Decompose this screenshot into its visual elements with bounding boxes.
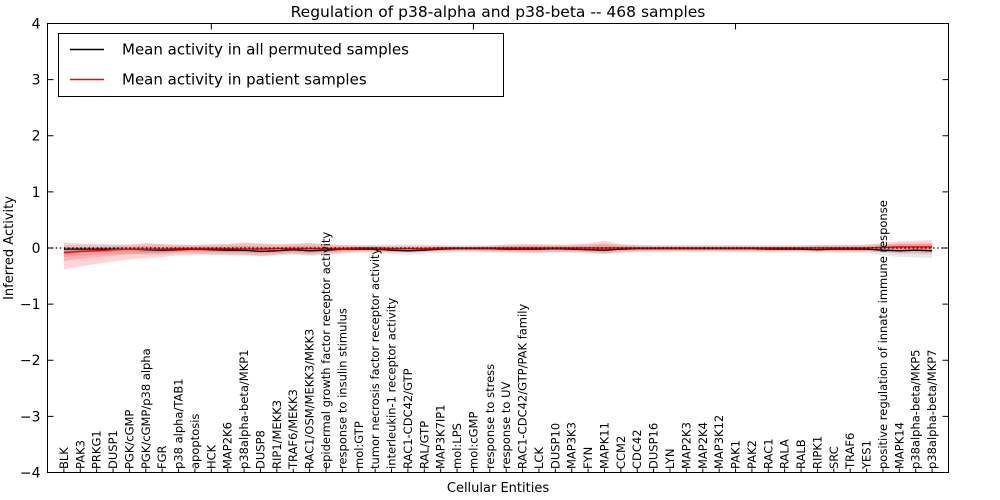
x-tick-label: MAPK14 bbox=[892, 422, 906, 469]
axis-ticks bbox=[47, 23, 949, 473]
mean-line-series-0 bbox=[63, 247, 933, 253]
x-tick-label: PAK3 bbox=[73, 440, 87, 469]
band-outer-series-1 bbox=[63, 240, 933, 270]
y-tick-label: 3 bbox=[32, 73, 41, 89]
legend: Mean activity in all permuted samples Me… bbox=[58, 33, 504, 97]
x-tick-labels: BLK PAK3 PRKG1 DUSP1 PGK/cGMP PGK/cGMP/p38 al… bbox=[57, 200, 939, 470]
x-tick-label: p38alpha-beta/MKP7 bbox=[925, 350, 939, 469]
x-tick-label: SRC bbox=[827, 446, 841, 469]
x-tick-label: RAC1-CDC42/GTP/PAK family bbox=[516, 304, 530, 469]
x-tick-label: RIP1/MEKK3 bbox=[270, 400, 284, 469]
legend-label-patient: Mean activity in patient samples bbox=[122, 71, 367, 89]
x-tick-label: HCK bbox=[204, 444, 218, 469]
x-tick-label: RALB bbox=[794, 439, 808, 469]
x-tick-label: response to insulin stimulus bbox=[335, 308, 349, 469]
x-tick-label: p38alpha-beta/MKP5 bbox=[909, 350, 923, 469]
x-tick-label: response to UV bbox=[499, 381, 513, 469]
series-lines bbox=[63, 246, 933, 254]
x-tick-label: FGR bbox=[155, 445, 169, 469]
y-tick-labels: 4 3 2 1 0 −1 −2 −3 −4 bbox=[20, 16, 41, 481]
x-tick-label: MAP2K3 bbox=[679, 422, 693, 469]
x-tick-label: MAPK11 bbox=[598, 422, 612, 469]
x-tick-label: YES1 bbox=[860, 440, 874, 470]
legend-box bbox=[58, 33, 504, 97]
x-tick-label: MAP3K7IP1 bbox=[434, 404, 448, 469]
y-axis-label: Inferred Activity bbox=[2, 196, 17, 300]
x-tick-label: epidermal growth factor receptor activit… bbox=[319, 232, 333, 469]
y-tick-label: −4 bbox=[20, 465, 41, 481]
x-tick-label: p38 alpha/TAB1 bbox=[172, 378, 186, 469]
x-tick-label: response to stress bbox=[483, 364, 497, 469]
x-tick-label: CDC42 bbox=[630, 429, 644, 469]
mean-line-series-1 bbox=[63, 246, 933, 254]
y-tick-label: −3 bbox=[20, 409, 41, 425]
x-tick-label: DUSP1 bbox=[106, 430, 120, 469]
x-tick-label: RIPK1 bbox=[810, 436, 824, 469]
chart-title: Regulation of p38-alpha and p38-beta -- … bbox=[291, 3, 706, 21]
y-tick-label: 4 bbox=[32, 16, 41, 32]
x-tick-label: FYN bbox=[581, 447, 595, 469]
x-tick-label: TRAF6/MEKK3 bbox=[286, 389, 300, 470]
x-tick-label: PGK/cGMP/p38 alpha bbox=[139, 348, 153, 469]
x-axis-label: Cellular Entities bbox=[447, 481, 549, 496]
x-tick-label: LCK bbox=[532, 447, 546, 469]
x-tick-label: DUSP16 bbox=[647, 423, 661, 469]
confidence-bands bbox=[63, 240, 933, 270]
x-tick-label: RAC1/OSM/MEKK3/MKK3 bbox=[303, 329, 317, 469]
y-tick-label: 1 bbox=[32, 185, 41, 201]
x-tick-label: PAK1 bbox=[729, 440, 743, 469]
x-tick-label: RAL/GTP bbox=[417, 421, 431, 469]
y-tick-label: 0 bbox=[32, 241, 41, 257]
x-tick-label: tumor necrosis factor receptor activity bbox=[368, 247, 382, 469]
x-tick-label: PGK/cGMP bbox=[122, 410, 136, 469]
y-tick-label: −2 bbox=[20, 353, 41, 369]
x-tick-label: mol:cGMP bbox=[466, 412, 480, 469]
x-tick-label: RAC1-CDC42/GTP bbox=[401, 368, 415, 469]
x-tick-label: mol:LPS bbox=[450, 423, 464, 469]
x-tick-label: MAP3K12 bbox=[712, 415, 726, 469]
x-tick-label: RALA bbox=[778, 439, 792, 469]
band-outer-series-0 bbox=[63, 243, 933, 259]
x-tick-label: DUSP8 bbox=[254, 430, 268, 469]
y-tick-label: −1 bbox=[20, 297, 41, 313]
x-tick-label: MAP2K6 bbox=[221, 422, 235, 469]
x-tick-label: p38alpha-beta/MKP1 bbox=[237, 350, 251, 469]
x-tick-label: apoptosis bbox=[188, 414, 202, 469]
x-tick-label: RAC1 bbox=[761, 438, 775, 469]
x-tick-label: CCM2 bbox=[614, 436, 628, 469]
x-tick-label: interleukin-1 receptor activity bbox=[385, 298, 399, 469]
x-tick-label: MAP3K3 bbox=[565, 422, 579, 469]
x-tick-label: MAP2K4 bbox=[696, 422, 710, 469]
x-tick-label: PRKG1 bbox=[90, 430, 104, 469]
x-tick-label: LYN bbox=[663, 448, 677, 469]
legend-label-permuted: Mean activity in all permuted samples bbox=[122, 41, 409, 59]
x-tick-label: BLK bbox=[57, 447, 71, 469]
x-tick-label: DUSP10 bbox=[548, 423, 562, 469]
x-tick-label: TRAF6 bbox=[843, 433, 857, 470]
y-tick-label: 2 bbox=[32, 129, 41, 145]
x-tick-label: positive regulation of innate immune res… bbox=[876, 200, 890, 469]
x-tick-label: PAK2 bbox=[745, 440, 759, 469]
x-tick-label: mol:GTP bbox=[352, 421, 366, 469]
